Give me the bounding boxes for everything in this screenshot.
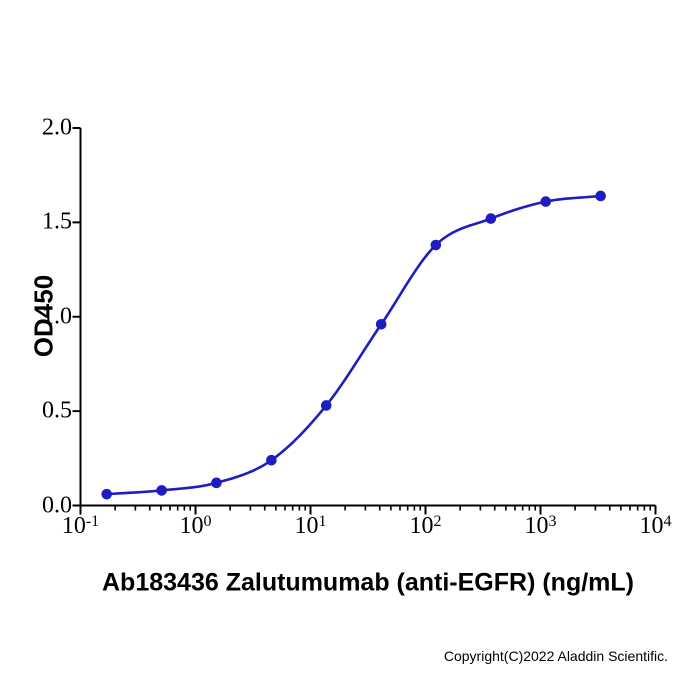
data-point-marker [211,477,222,489]
x-tick-label: 103 [524,513,557,539]
y-tick-label: 2.0 [42,114,72,141]
y-tick-label: 0.5 [42,397,72,424]
data-point-marker [540,196,552,207]
copyright-text: Copyright(C)2022 Aladdin Scientific. [443,648,668,664]
x-tick-label: 102 [409,513,442,539]
data-point-marker [595,190,606,202]
x-tick-label: 10-1 [61,513,100,539]
fit-curve [105,194,602,496]
y-tick-label: 1.0 [42,303,72,330]
y-tick-label: 1.5 [42,208,72,235]
x-tick-label: 104 [639,513,672,539]
y-tick-label: 0.0 [42,492,72,519]
x-tick-label: 100 [179,513,212,539]
data-point-marker [485,213,497,224]
data-point-marker [375,319,387,330]
x-axis-title: Ab183436 Zalutumumab (anti-EGFR) (ng/mL) [102,568,634,597]
axis-spine [79,128,656,507]
data-point-marker [156,485,167,496]
x-tick-label: 101 [294,513,327,539]
data-point-marker [101,488,113,500]
data-point-marker [320,400,332,411]
data-point-marker [430,239,442,251]
data-point-marker [266,454,277,466]
